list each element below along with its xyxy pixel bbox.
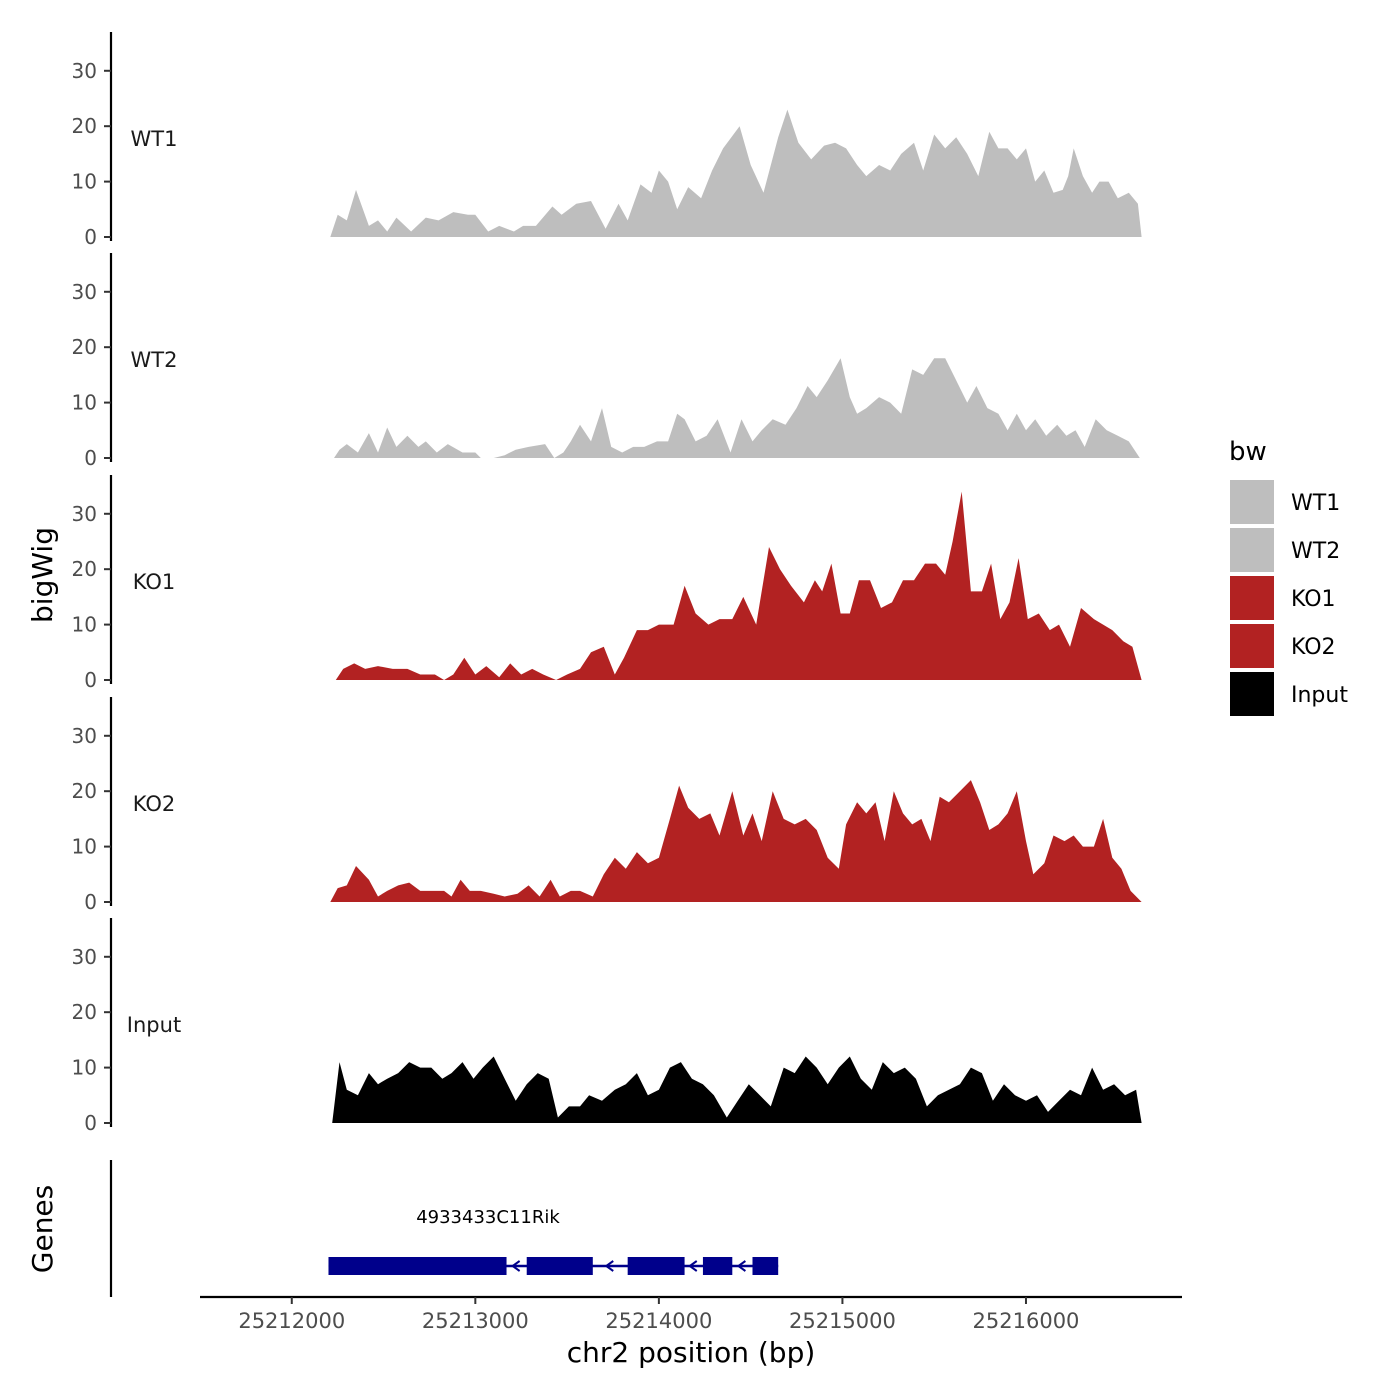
y-tick-label: 20: [72, 335, 97, 359]
gene-exon: [627, 1257, 685, 1275]
gene-exon: [752, 1257, 779, 1275]
y-tick-label: 20: [72, 779, 97, 803]
sample-label: WT2: [131, 348, 178, 372]
strand-arrow: [510, 1260, 521, 1272]
gene-exon: [702, 1257, 733, 1275]
x-tick-label: 25212000: [238, 1309, 345, 1333]
legend: bw WT1 WT2 KO1 KO2 Input: [1228, 437, 1348, 718]
y-tick-label: 0: [84, 668, 97, 692]
y-tick-label: 10: [72, 835, 97, 859]
legend-items: WT1 WT2 KO1 KO2 Input: [1228, 478, 1348, 718]
legend-item-input: Input: [1228, 670, 1348, 718]
sample-label: KO2: [133, 792, 176, 816]
x-tick-label: 25213000: [422, 1309, 529, 1333]
coverage-area-wt1: [330, 109, 1142, 237]
strand-arrow: [604, 1260, 614, 1272]
x-tick-label: 25214000: [605, 1309, 712, 1333]
strand-arrow: [736, 1260, 746, 1272]
gene-name-label: 4933433C11Rik: [416, 1207, 560, 1228]
legend-item-ko2: KO2: [1228, 622, 1336, 670]
coverage-area-ko1: [335, 491, 1142, 680]
y-tick-label: 0: [84, 446, 97, 470]
genes-track-label: Genes: [26, 1185, 59, 1273]
y-tick-label: 10: [72, 170, 97, 194]
legend-swatch: [1228, 526, 1276, 574]
y-tick-label: 10: [72, 1056, 97, 1080]
y-tick-label: 0: [84, 1111, 97, 1135]
x-axis: 25212000 25213000 25214000 25215000 25216000…: [200, 1295, 1182, 1369]
track-panel-ko1: 0 10 20 30 KO1: [72, 475, 1142, 692]
y-tick-label: 0: [84, 225, 97, 249]
sample-label: Input: [127, 1013, 181, 1037]
x-axis-title: chr2 position (bp): [567, 1336, 816, 1369]
y-tick-label: 30: [72, 945, 97, 969]
y-tick-label: 30: [72, 280, 97, 304]
gene-model: [328, 1257, 779, 1275]
y-tick-label: 20: [72, 557, 97, 581]
track-panel-wt2: 0 10 20 30 WT2: [72, 253, 1140, 470]
legend-swatch: [1228, 622, 1276, 670]
legend-item-wt2: WT2: [1228, 526, 1340, 574]
gene-exon: [526, 1257, 593, 1275]
legend-label: WT1: [1291, 491, 1340, 516]
legend-title: bw: [1229, 437, 1267, 467]
x-tick-label: 25215000: [789, 1309, 896, 1333]
track-panel-ko2: 0 10 20 30 KO2: [72, 697, 1142, 914]
legend-item-ko1: KO1: [1228, 574, 1336, 622]
y-tick-label: 20: [72, 114, 97, 138]
gene-exon: [328, 1257, 507, 1275]
y-tick-label: 30: [72, 724, 97, 748]
legend-label: WT2: [1291, 539, 1340, 564]
legend-label: KO2: [1291, 635, 1336, 660]
legend-label: KO1: [1291, 587, 1336, 612]
y-tick-label: 20: [72, 1000, 97, 1024]
y-tick-label: 30: [72, 502, 97, 526]
y-tick-label: 10: [72, 613, 97, 637]
legend-swatch: [1228, 574, 1276, 622]
coverage-area-wt2: [334, 358, 1140, 458]
sample-label: WT1: [131, 127, 178, 151]
genes-track: Genes 4933433C11Rik: [26, 1160, 779, 1297]
coverage-area-ko2: [330, 780, 1142, 902]
y-tick-label: 10: [72, 391, 97, 415]
track-panel-wt1: 0 10 20 30 WT1: [72, 32, 1142, 249]
sample-label: KO1: [133, 570, 176, 594]
legend-label: Input: [1291, 683, 1348, 708]
legend-item-wt1: WT1: [1228, 478, 1340, 526]
y-tick-label: 30: [72, 59, 97, 83]
legend-swatch: [1228, 478, 1276, 526]
x-axis-ticks: 25212000 25213000 25214000 25215000 25216000: [238, 1297, 1079, 1333]
x-tick-label: 25216000: [973, 1309, 1080, 1333]
track-panel-input: 0 10 20 30 Input: [72, 918, 1142, 1135]
track-panels: 0 10 20 30 WT1 0 10 20 30 WT2 0 10 20 30 KO1 0 10 20 30 KO2…: [72, 32, 1142, 1135]
legend-swatch: [1228, 670, 1276, 718]
coverage-area-input: [332, 1056, 1142, 1123]
y-axis-title: bigWig: [26, 527, 59, 623]
y-tick-label: 0: [84, 890, 97, 914]
strand-arrow: [688, 1260, 698, 1272]
